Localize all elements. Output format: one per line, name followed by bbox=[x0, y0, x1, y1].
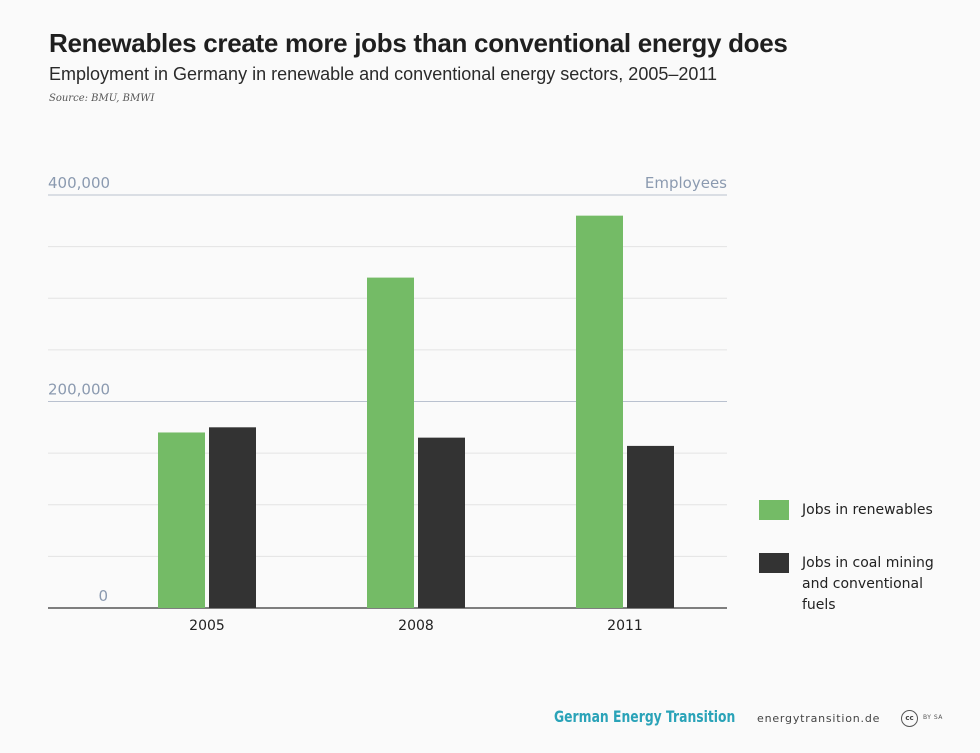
license-text: BY SA bbox=[923, 714, 943, 721]
legend-label-renewables: Jobs in renewables bbox=[802, 502, 933, 518]
bar-renewables-2008 bbox=[367, 277, 414, 608]
legend-swatch-conventional bbox=[759, 553, 789, 573]
y-tick-label: 0 bbox=[98, 587, 108, 605]
bar-conventional-2005 bbox=[209, 427, 256, 608]
chart-title: Renewables create more jobs than convent… bbox=[49, 28, 788, 58]
x-tick-label: 2011 bbox=[607, 618, 643, 634]
source-note: Source: BMU, BMWI bbox=[49, 93, 155, 104]
bar-renewables-2011 bbox=[576, 215, 623, 608]
bar-conventional-2008 bbox=[418, 437, 465, 608]
brand-logo-text: German Energy Transition bbox=[554, 707, 736, 726]
y-tick-label: 400,000 bbox=[48, 174, 110, 192]
bar-conventional-2011 bbox=[627, 445, 674, 608]
bar-renewables-2005 bbox=[158, 432, 205, 608]
y-axis-title: Employees bbox=[645, 174, 727, 192]
y-tick-label: 200,000 bbox=[48, 381, 110, 399]
site-url: energytransition.de bbox=[757, 712, 881, 725]
creative-commons-icon: cc bbox=[901, 710, 918, 727]
legend-label-conventional: Jobs in coal mining and conventional fue… bbox=[802, 555, 934, 613]
chart-subtitle: Employment in Germany in renewable and c… bbox=[49, 64, 718, 84]
x-tick-label: 2008 bbox=[398, 618, 434, 634]
x-tick-label: 2005 bbox=[189, 618, 225, 634]
legend-swatch-renewables bbox=[759, 500, 789, 520]
